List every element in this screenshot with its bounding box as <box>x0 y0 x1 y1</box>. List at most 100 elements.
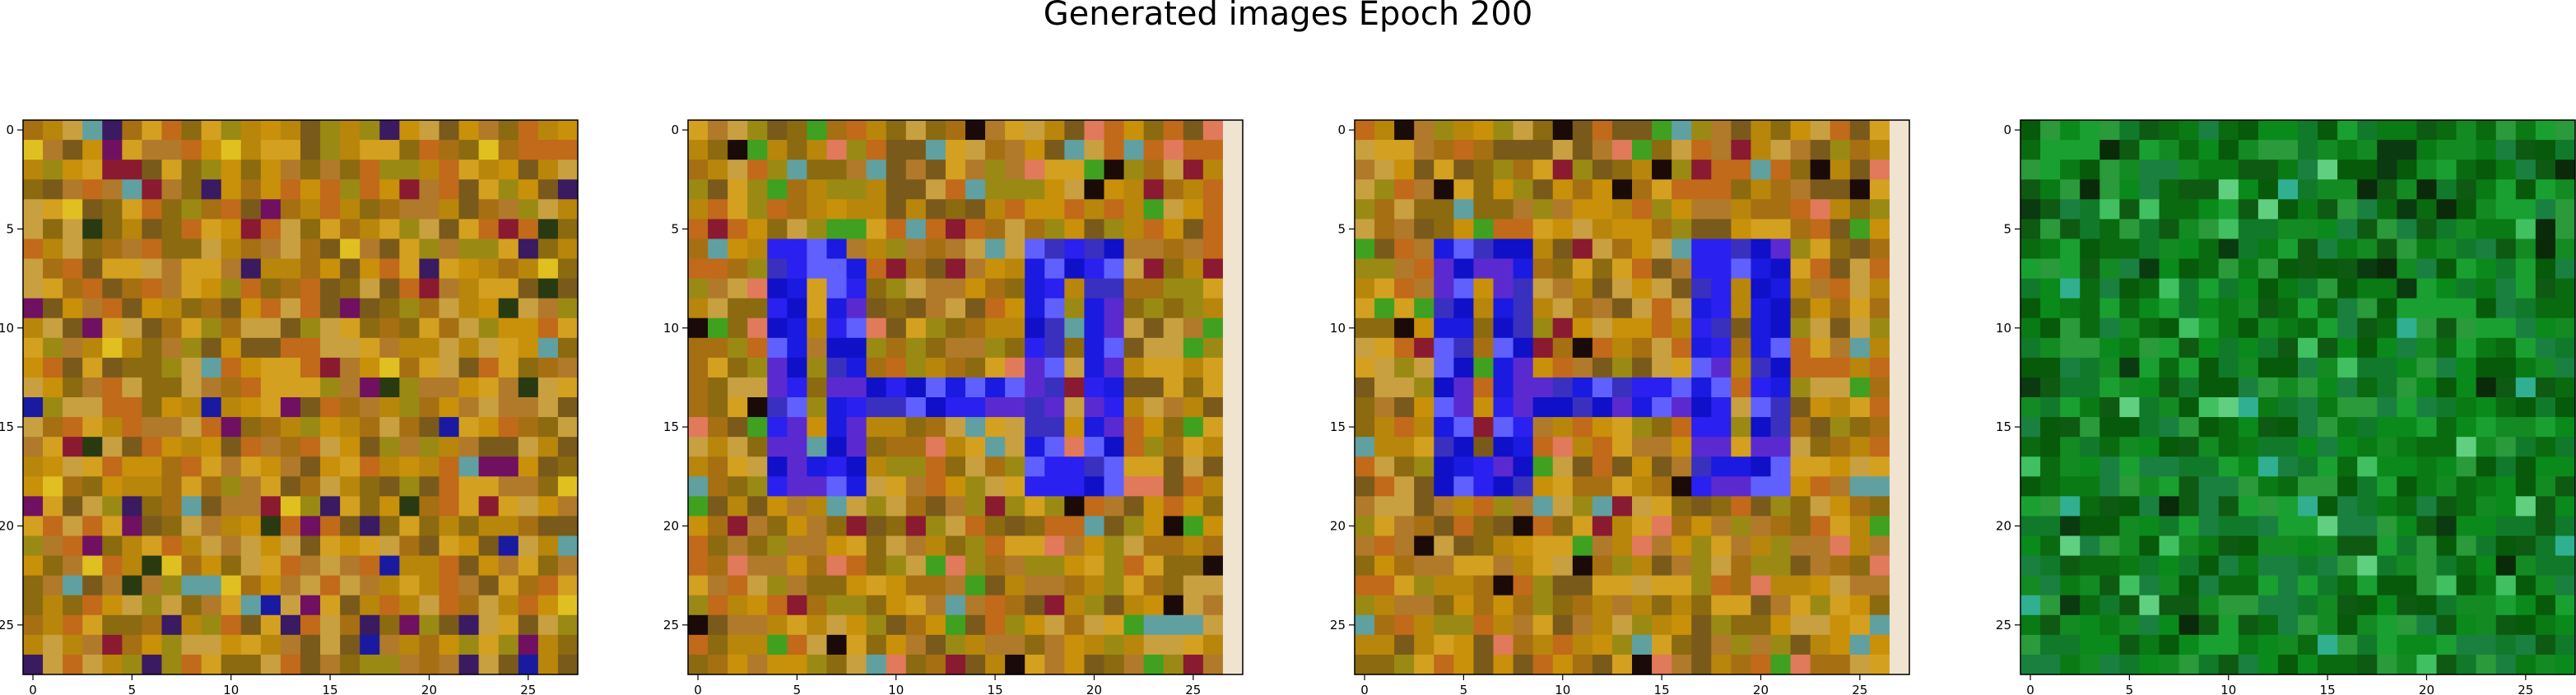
pixel-cell <box>2139 476 2160 497</box>
y-tick-label: 10 <box>0 321 14 336</box>
pixel-cell <box>1691 595 1712 616</box>
pixel-cell <box>1552 298 1574 319</box>
pixel-cell <box>965 120 986 141</box>
pixel-cell <box>2377 140 2397 160</box>
pixel-cell <box>1790 258 1811 280</box>
pixel-cell <box>1790 337 1811 359</box>
pixel-cell <box>1202 397 1224 418</box>
pixel-cell <box>1830 337 1851 359</box>
pixel-cell <box>1731 337 1752 359</box>
pixel-cell <box>2178 298 2200 319</box>
pixel-cell <box>1592 555 1613 577</box>
pixel-cell <box>886 258 907 280</box>
pixel-cell <box>1532 614 1554 636</box>
pixel-cell <box>1453 535 1475 557</box>
pixel-cell <box>1222 239 1244 260</box>
pixel-cell <box>1222 535 1244 557</box>
pixel-cell <box>2178 456 2200 477</box>
pixel-cell <box>2318 179 2338 200</box>
pixel-cell <box>2159 298 2180 319</box>
pixel-cell <box>1064 496 1086 517</box>
pixel-cell <box>1611 575 1633 596</box>
pixel-cell <box>419 120 440 141</box>
pixel-cell <box>1691 496 1712 517</box>
pixel-cell <box>688 516 709 537</box>
pixel-cell <box>2040 535 2061 557</box>
pixel-cell <box>2139 555 2160 577</box>
pixel-cell <box>1652 258 1672 280</box>
pixel-cell <box>1453 456 1475 477</box>
pixel-cell <box>1731 298 1752 319</box>
pixel-cell <box>2535 496 2556 517</box>
pixel-cell <box>1222 219 1244 240</box>
pixel-cell <box>260 298 281 319</box>
pixel-cell <box>1889 417 1910 438</box>
pixel-cell <box>1064 437 1086 457</box>
pixel-cell <box>1183 239 1204 260</box>
pixel-cell <box>1064 575 1086 596</box>
pixel-cell <box>399 298 421 319</box>
pixel-cell <box>2495 614 2517 636</box>
pixel-cell <box>240 377 262 398</box>
pixel-cell <box>2139 535 2160 557</box>
pixel-cell <box>102 140 123 160</box>
pixel-cell <box>866 120 887 141</box>
pixel-cell <box>2040 614 2061 636</box>
pixel-cell <box>2377 298 2397 319</box>
pixel-cell <box>945 595 966 616</box>
pixel-cell <box>1849 219 1871 240</box>
pixel-cell <box>787 614 808 636</box>
pixel-cell <box>826 179 848 200</box>
pixel-cell <box>985 535 1006 557</box>
pixel-cell <box>102 258 123 280</box>
pixel-cell <box>43 456 63 477</box>
pixel-cell <box>82 120 103 141</box>
pixel-cell <box>1751 614 1772 636</box>
pixel-cell <box>1163 417 1184 438</box>
pixel-cell <box>2495 278 2517 299</box>
pixel-cell <box>240 456 262 477</box>
pixel-cell <box>82 476 103 497</box>
pixel-cell <box>2416 614 2438 636</box>
pixel-cell <box>142 476 163 497</box>
pixel-cell <box>1394 377 1415 398</box>
pixel-cell <box>1830 496 1851 517</box>
pixel-cell <box>1532 575 1554 596</box>
pixel-cell <box>478 357 500 378</box>
pixel-cell <box>1751 634 1772 656</box>
pixel-cell <box>1473 654 1495 675</box>
pixel-cell <box>1044 456 1065 477</box>
pixel-cell <box>498 397 519 418</box>
pixel-cell <box>1355 357 1375 378</box>
x-tick-label: 10 <box>888 683 904 695</box>
pixel-cell <box>787 516 808 537</box>
pixel-cell <box>1143 160 1165 180</box>
pixel-cell <box>747 496 768 517</box>
pixel-cell <box>260 120 281 141</box>
pixel-cell <box>537 278 559 299</box>
pixel-cell <box>965 516 986 537</box>
pixel-cell <box>925 575 946 596</box>
pixel-cell <box>2495 120 2517 141</box>
pixel-cell <box>2139 140 2160 160</box>
pixel-cell <box>2020 535 2041 557</box>
pixel-cell <box>886 357 907 378</box>
pixel-cell <box>2377 219 2397 240</box>
pixel-cell <box>2318 278 2338 299</box>
pixel-cell <box>807 298 828 319</box>
pixel-cell <box>1691 575 1712 596</box>
pixel-cell <box>1513 437 1534 457</box>
pixel-cell <box>399 120 421 141</box>
pixel-cell <box>201 160 222 180</box>
pixel-cell <box>945 555 966 577</box>
pixel-cell <box>1770 120 1792 141</box>
pixel-cell <box>498 317 519 339</box>
x-tick-label: 25 <box>1185 683 1201 695</box>
pixel-cell <box>787 417 808 438</box>
pixel-cell <box>708 120 728 141</box>
pixel-cell <box>2337 258 2358 280</box>
pixel-cell <box>320 377 341 398</box>
pixel-cell <box>2139 199 2160 220</box>
pixel-cell <box>1532 337 1554 359</box>
pixel-cell <box>201 278 222 299</box>
